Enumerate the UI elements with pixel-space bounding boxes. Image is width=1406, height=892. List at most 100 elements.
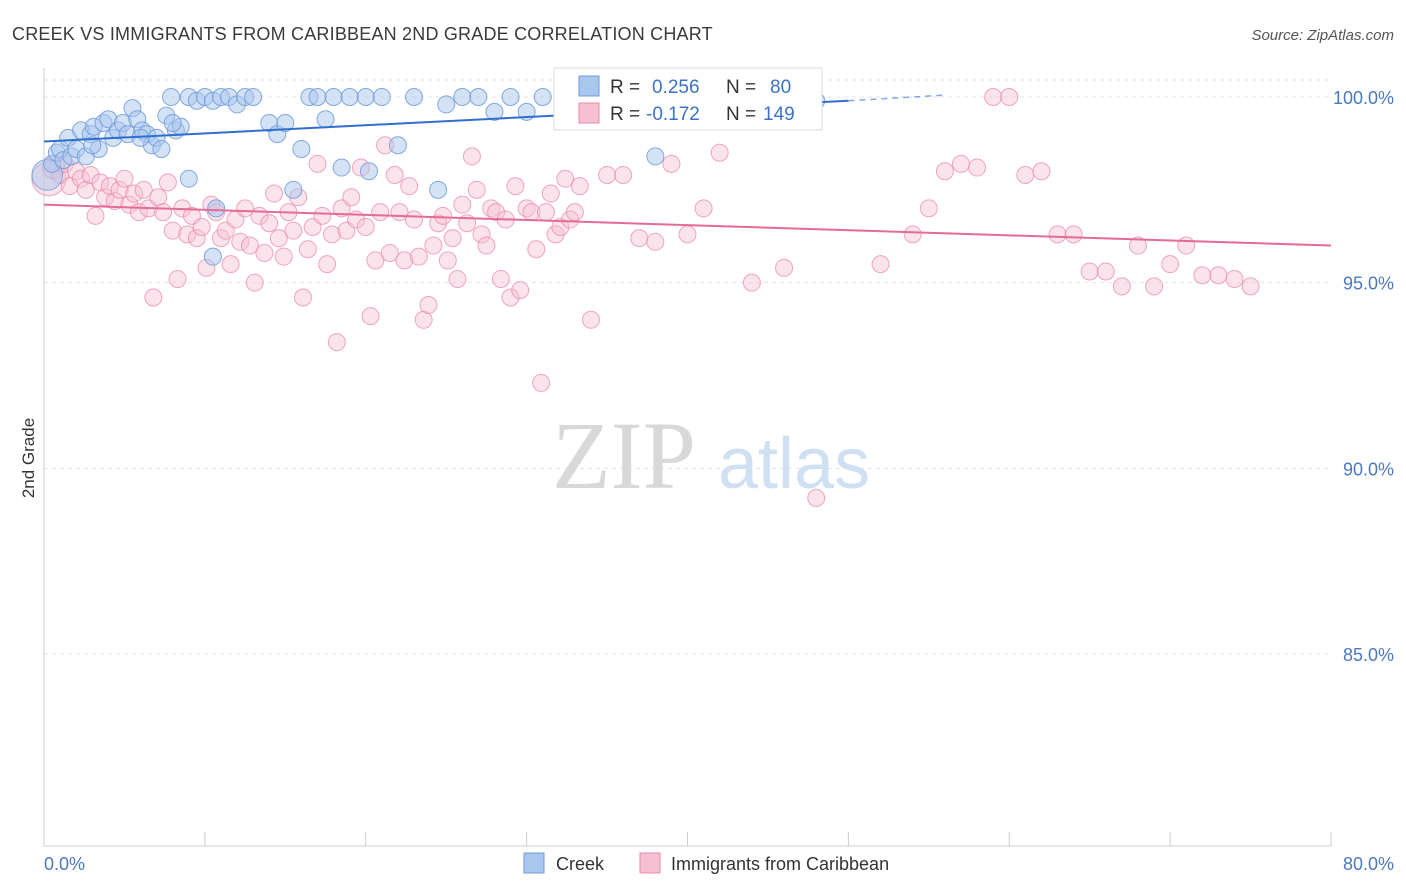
carib-trend-line <box>43 203 1332 247</box>
stats-creek-r-value: 0.256 <box>652 77 700 98</box>
carib-point-110 <box>581 310 600 329</box>
carib-point-139 <box>1161 255 1180 274</box>
carib-point-37 <box>221 255 240 274</box>
carib-point-77 <box>414 310 433 329</box>
carib-point-45 <box>260 214 279 233</box>
carib-point-126 <box>951 154 970 173</box>
carib-point-76 <box>409 247 428 266</box>
carib-point-23 <box>154 203 173 222</box>
carib-point-22 <box>149 188 168 207</box>
carib-point-144 <box>1241 277 1260 296</box>
watermark-atlas: atlas <box>718 424 870 504</box>
carib-point-141 <box>1193 266 1212 285</box>
carib-point-90 <box>477 236 496 255</box>
creek-point-45 <box>308 88 327 106</box>
creek-point-79 <box>359 162 378 181</box>
creek-point-56 <box>469 88 488 106</box>
carib-point-25 <box>163 221 182 240</box>
carib-point-91 <box>482 199 501 218</box>
creek-point-74 <box>207 199 226 218</box>
carib-point-96 <box>506 177 525 196</box>
carib-point-71 <box>385 165 404 184</box>
legend-creek-label: Creek <box>556 854 605 874</box>
creek-point-78 <box>332 158 351 177</box>
watermark: ZIP atlas <box>552 402 870 509</box>
carib-point-83 <box>443 229 462 248</box>
carib-point-78 <box>419 295 438 314</box>
y-tick-labels: 100.0% 95.0% 90.0% 85.0% <box>1333 88 1394 665</box>
gridlines <box>44 79 1331 655</box>
carib-point-132 <box>1048 225 1067 244</box>
creek-point-48 <box>340 88 359 106</box>
creek-point-73 <box>179 169 198 188</box>
creek-point-50 <box>372 88 391 106</box>
x-tick-label-min: 0.0% <box>44 854 85 874</box>
carib-point-21 <box>144 288 163 307</box>
carib-point-40 <box>236 199 255 218</box>
carib-point-58 <box>322 225 341 244</box>
carib-point-59 <box>327 333 346 352</box>
creek-point-47 <box>324 88 343 106</box>
carib-point-85 <box>453 195 472 214</box>
carib-point-6 <box>72 169 91 188</box>
x-tick-label-max: 80.0% <box>1343 854 1394 874</box>
chart-title: CREEK VS IMMIGRANTS FROM CARIBBEAN 2ND G… <box>12 24 713 44</box>
carib-point-127 <box>968 158 987 177</box>
carib-point-55 <box>308 154 327 173</box>
creek-point-38 <box>244 88 263 106</box>
carib-point-14 <box>110 180 129 199</box>
carib-point-112 <box>614 165 633 184</box>
carib-point-68 <box>371 203 390 222</box>
carib-point-41 <box>240 236 259 255</box>
carib-point-113 <box>630 229 649 248</box>
carib-point-136 <box>1112 277 1131 296</box>
carib-point-70 <box>380 243 399 262</box>
creek-point-72 <box>203 247 222 266</box>
carib-point-87 <box>462 147 481 166</box>
carib-point-46 <box>265 184 284 203</box>
creek-point-53 <box>429 180 448 199</box>
carib-point-93 <box>491 269 510 288</box>
stats-carib-n-label: N = <box>726 104 756 125</box>
creek-point-54 <box>437 95 456 114</box>
stats-carib-n-value: 149 <box>763 104 795 125</box>
carib-point-97 <box>511 281 530 300</box>
carib-point-67 <box>366 251 385 270</box>
carib-point-7 <box>76 180 95 199</box>
carib-point-95 <box>501 288 520 307</box>
series-legend: Creek Immigrants from Caribbean <box>523 852 889 874</box>
carib-point-8 <box>81 165 100 184</box>
watermark-zip: ZIP <box>552 402 696 509</box>
carib-point-26 <box>168 269 187 288</box>
y-tick-label-2: 90.0% <box>1343 459 1394 479</box>
carib-point-53 <box>298 240 317 259</box>
carib-point-135 <box>1096 262 1115 281</box>
carib-point-89 <box>472 225 491 244</box>
carib-point-42 <box>245 273 264 292</box>
carib-point-50 <box>284 221 303 240</box>
stats-carib-r-label: R = <box>610 104 640 125</box>
creek-point-77 <box>163 113 182 132</box>
carib-point-117 <box>694 199 713 218</box>
carib-point-74 <box>400 177 419 196</box>
carib-point-81 <box>433 206 452 225</box>
stats-carib-swatch <box>578 102 600 124</box>
carib-point-114 <box>646 232 665 251</box>
carib-point-88 <box>467 180 486 199</box>
carib-point-131 <box>1032 162 1051 181</box>
carib-point-123 <box>903 225 922 244</box>
carib-point-15 <box>115 169 134 188</box>
legend-creek-swatch <box>523 852 545 874</box>
carib-point-116 <box>678 225 697 244</box>
carib-point-24 <box>158 173 177 192</box>
creek-point-52 <box>405 88 424 106</box>
carib-point-65 <box>356 217 375 236</box>
carib-point-108 <box>565 203 584 222</box>
carib-point-128 <box>984 88 1003 106</box>
carib-point-62 <box>342 188 361 207</box>
carib-point-98 <box>517 199 536 218</box>
creek-point-75 <box>83 136 102 155</box>
carib-point-103 <box>541 184 560 203</box>
carib-point-122 <box>871 255 890 274</box>
creek-point-27 <box>162 88 181 106</box>
